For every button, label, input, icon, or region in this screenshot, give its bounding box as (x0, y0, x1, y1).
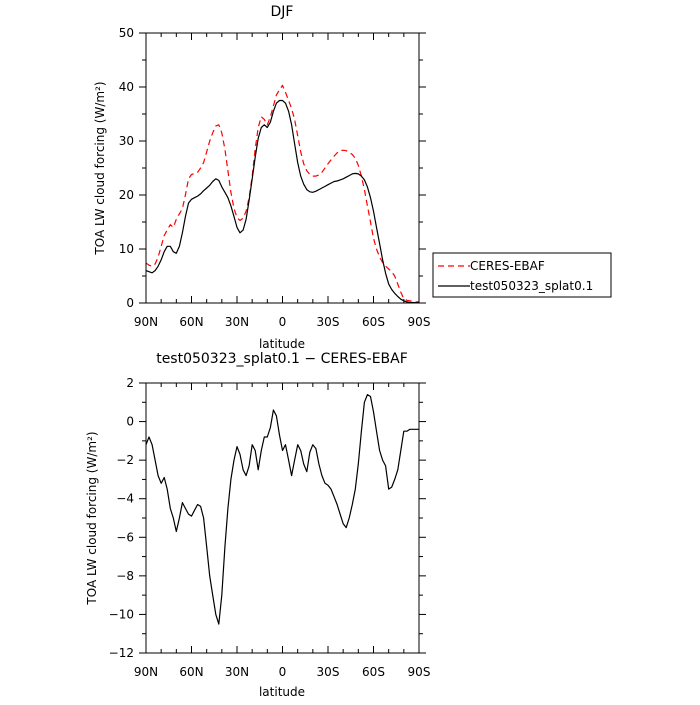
top-ytick-label: 40 (119, 80, 134, 94)
legend-label-ceres: CERES-EBAF (470, 259, 545, 273)
bottom-title: test050323_splat0.1 − CERES-EBAF (156, 351, 408, 367)
legend-box (432, 252, 612, 298)
bottom-xtick-label: 60S (362, 665, 385, 679)
bottom-xlabel: latitude (259, 685, 305, 699)
bottom-ytick-label: 2 (126, 376, 134, 390)
bottom-xtick-label: 60N (179, 665, 203, 679)
top-series-line-1 (145, 84, 419, 303)
top-panel: DJF TOA LW cloud forcing (W/m²) latitude… (93, 4, 612, 351)
bottom-plot-frame (145, 382, 420, 654)
bottom-xtick-label: 0 (279, 665, 287, 679)
bottom-xtick-label: 90S (408, 665, 431, 679)
top-ytick-label: 20 (119, 188, 134, 202)
top-xtick-label: 30S (317, 315, 340, 329)
top-ytick-label: 0 (126, 296, 134, 310)
top-legend: CERES-EBAF test050323_splat0.1 (432, 252, 612, 298)
bottom-xtick-label: 30S (317, 665, 340, 679)
top-plot-frame (145, 32, 420, 304)
bottom-xtick-label: 90N (134, 665, 158, 679)
top-title: DJF (271, 4, 294, 20)
top-xtick-label: 60N (179, 315, 203, 329)
bottom-plot-area: 90N 60N 30N 0 30S 60S 90S −12 −10 −8 −6 −4 −2 0 2 (109, 376, 431, 679)
top-ytick-label: 30 (119, 134, 134, 148)
bottom-series-line-1 (145, 394, 419, 625)
top-ylabel: TOA LW cloud forcing (W/m²) (93, 81, 107, 255)
top-series-line-2 (145, 99, 419, 304)
bottom-ytick-label: −12 (109, 646, 134, 660)
bottom-ytick-label: −4 (116, 492, 134, 506)
top-xtick-label: 90N (134, 315, 158, 329)
top-ytick-label: 10 (119, 242, 134, 256)
bottom-ytick-label: −10 (109, 607, 134, 621)
bottom-ytick-label: −2 (116, 453, 134, 467)
bottom-ytick-label: −8 (116, 569, 134, 583)
bottom-ytick-label: −6 (116, 530, 134, 544)
bottom-xtick-label: 30N (225, 665, 249, 679)
top-xtick-label: 0 (279, 315, 287, 329)
bottom-ylabel: TOA LW cloud forcing (W/m²) (85, 431, 99, 605)
legend-label-test: test050323_splat0.1 (470, 279, 593, 293)
top-ytick-label: 50 (119, 26, 134, 40)
bottom-ytick-label: 0 (126, 415, 134, 429)
top-plot-area: 90N 60N 30N 0 30S 60S 90S 0 10 20 30 40 50 (119, 26, 431, 329)
bottom-panel: test050323_splat0.1 − CERES-EBAF TOA LW … (85, 351, 430, 699)
top-xlabel: latitude (259, 337, 305, 351)
top-xtick-label: 90S (408, 315, 431, 329)
top-xtick-label: 30N (225, 315, 249, 329)
top-xtick-label: 60S (362, 315, 385, 329)
